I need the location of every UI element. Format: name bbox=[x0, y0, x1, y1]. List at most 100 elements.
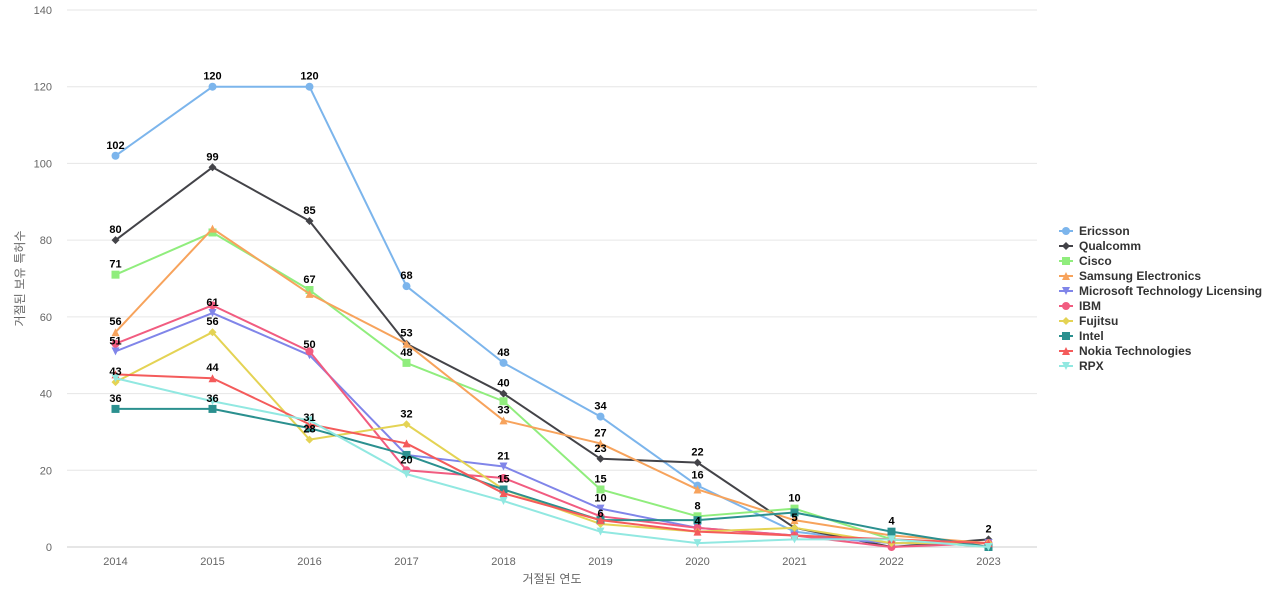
data-point bbox=[402, 420, 411, 429]
data-label: 56 bbox=[109, 316, 121, 328]
data-point bbox=[111, 404, 120, 413]
data-point bbox=[208, 301, 217, 310]
legend-marker bbox=[1062, 302, 1070, 310]
series-line bbox=[114, 312, 990, 545]
data-point bbox=[790, 523, 799, 532]
data-label: 4 bbox=[694, 516, 701, 528]
data-label: 80 bbox=[109, 224, 121, 236]
data-label: 36 bbox=[109, 393, 121, 405]
data-point bbox=[111, 328, 120, 337]
series-line bbox=[114, 304, 990, 548]
legend-marker bbox=[1062, 317, 1070, 325]
legend-label: Ericsson bbox=[1079, 224, 1130, 238]
data-point bbox=[693, 539, 702, 548]
x-tick-label: 2022 bbox=[879, 556, 903, 568]
data-label: 6 bbox=[597, 508, 603, 520]
data-label: 48 bbox=[400, 347, 412, 359]
data-label: 85 bbox=[303, 205, 315, 217]
data-label: 27 bbox=[594, 427, 606, 439]
x-tick-label: 2021 bbox=[782, 556, 806, 568]
data-point bbox=[402, 282, 411, 291]
data-label: 23 bbox=[594, 443, 606, 455]
legend-item[interactable]: Qualcomm bbox=[1059, 239, 1141, 253]
legend-item[interactable]: Ericsson bbox=[1059, 224, 1130, 238]
data-point bbox=[305, 216, 314, 225]
data-point bbox=[305, 82, 314, 91]
data-point bbox=[305, 416, 314, 425]
series-line bbox=[114, 85, 990, 545]
data-label: 56 bbox=[206, 316, 218, 328]
series-line bbox=[114, 331, 990, 545]
data-point bbox=[402, 470, 411, 479]
data-point bbox=[596, 412, 605, 421]
legend-item[interactable]: Microsoft Technology Licensing bbox=[1059, 284, 1262, 298]
series-layer bbox=[111, 82, 993, 551]
data-label: 40 bbox=[497, 378, 509, 390]
data-point bbox=[208, 328, 217, 337]
series-line bbox=[114, 227, 990, 545]
data-point bbox=[499, 389, 508, 398]
legend-marker bbox=[1062, 272, 1070, 280]
legend-item[interactable]: Cisco bbox=[1059, 254, 1112, 268]
x-tick-label: 2018 bbox=[491, 556, 515, 568]
x-tick-label: 2020 bbox=[685, 556, 709, 568]
y-tick-label: 100 bbox=[34, 158, 52, 170]
series-ericsson bbox=[111, 82, 993, 548]
data-label: 4 bbox=[888, 516, 895, 528]
legend-label: RPX bbox=[1079, 359, 1104, 373]
data-point bbox=[111, 374, 120, 383]
data-label: 34 bbox=[594, 401, 607, 413]
legend-marker bbox=[1062, 257, 1070, 265]
legend-label: Intel bbox=[1079, 329, 1104, 343]
series-line bbox=[114, 166, 990, 548]
legend-label: Nokia Technologies bbox=[1079, 344, 1192, 358]
data-label: 32 bbox=[400, 408, 412, 420]
data-point bbox=[402, 339, 411, 348]
data-point bbox=[208, 309, 217, 318]
legend-item[interactable]: IBM bbox=[1059, 299, 1101, 313]
legend-item[interactable]: Nokia Technologies bbox=[1059, 344, 1192, 358]
data-point bbox=[499, 416, 508, 425]
x-tick-label: 2014 bbox=[103, 556, 127, 568]
data-label: 28 bbox=[303, 424, 315, 436]
data-point bbox=[208, 404, 217, 413]
data-point bbox=[693, 516, 702, 525]
legend-item[interactable]: Intel bbox=[1059, 329, 1104, 343]
series-microsoft-technology-licensing bbox=[111, 309, 993, 548]
y-tick-label: 80 bbox=[40, 235, 52, 247]
series-fujitsu bbox=[111, 328, 993, 548]
data-label: 8 bbox=[694, 500, 700, 512]
data-label: 43 bbox=[109, 366, 121, 378]
series-line bbox=[114, 407, 990, 548]
data-point bbox=[402, 450, 411, 459]
y-tick-label: 0 bbox=[46, 542, 52, 554]
data-label: 36 bbox=[206, 393, 218, 405]
data-label: 71 bbox=[109, 259, 121, 271]
data-point bbox=[596, 454, 605, 463]
x-tick-label: 2019 bbox=[588, 556, 612, 568]
legend-item[interactable]: Fujitsu bbox=[1059, 314, 1118, 328]
legend-item[interactable]: RPX bbox=[1059, 359, 1104, 373]
series-qualcomm bbox=[111, 163, 993, 551]
data-label: 10 bbox=[788, 493, 800, 505]
data-label: 50 bbox=[303, 339, 315, 351]
x-tick-label: 2016 bbox=[297, 556, 321, 568]
data-point bbox=[402, 358, 411, 367]
data-point bbox=[208, 82, 217, 91]
legend-marker bbox=[1062, 287, 1070, 295]
data-point bbox=[596, 516, 605, 525]
data-point bbox=[499, 397, 508, 406]
series-nokia-technologies bbox=[111, 370, 993, 548]
data-point bbox=[887, 527, 896, 536]
data-label: 48 bbox=[497, 347, 509, 359]
data-point bbox=[596, 527, 605, 536]
legend-item[interactable]: Samsung Electronics bbox=[1059, 269, 1201, 283]
legend-label: Qualcomm bbox=[1079, 239, 1141, 253]
data-point bbox=[402, 439, 411, 448]
data-label: 21 bbox=[497, 450, 509, 462]
data-point bbox=[693, 485, 702, 494]
